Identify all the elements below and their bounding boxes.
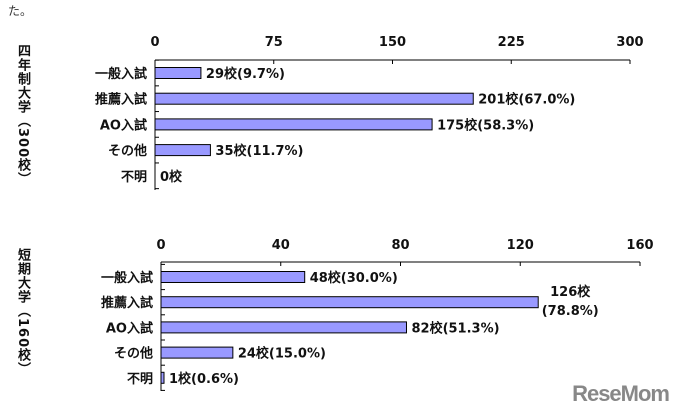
- category-label: AO入試: [106, 320, 153, 336]
- data-label: 201校(67.0%): [478, 92, 575, 108]
- data-label: 35校(11.7%): [215, 143, 303, 159]
- x-tick-label: 80: [391, 238, 409, 253]
- category-label: 推薦入試: [95, 92, 147, 108]
- bar: [154, 67, 202, 79]
- bar: [160, 321, 407, 334]
- category-label: 一般入試: [95, 66, 147, 82]
- x-tick-label: 40: [272, 238, 290, 253]
- bar: [154, 118, 433, 131]
- bar: [154, 92, 474, 105]
- x-tick-label: 120: [507, 238, 534, 253]
- bar: [154, 144, 211, 157]
- x-tick-label: 0: [156, 238, 165, 253]
- x-tick-label: 225: [498, 35, 525, 50]
- data-label: 175校(58.3%): [437, 117, 534, 133]
- category-label: 不明: [127, 372, 153, 387]
- data-label: 0校: [160, 169, 183, 185]
- category-label: その他: [108, 143, 147, 159]
- x-tick-label: 150: [379, 35, 406, 50]
- data-label: 48校(30.0%): [310, 270, 398, 286]
- data-label: 29校(9.7%): [206, 66, 285, 82]
- category-label: 不明: [121, 170, 147, 185]
- bar: [160, 296, 539, 309]
- x-tick-label: 300: [616, 35, 643, 50]
- bar: [160, 371, 165, 384]
- data-label: 82校(51.3%): [411, 320, 499, 336]
- category-label: 推薦入試: [101, 295, 153, 311]
- data-label: (78.8%): [542, 304, 599, 319]
- data-label: 126校: [550, 284, 591, 300]
- category-label: 一般入試: [101, 270, 153, 286]
- data-label: 24校(15.0%): [238, 346, 326, 362]
- bar: [160, 346, 234, 359]
- x-tick-label: 160: [626, 238, 653, 253]
- category-label: その他: [114, 346, 153, 362]
- x-tick-label: 0: [150, 35, 159, 50]
- category-label: AO入試: [100, 117, 147, 133]
- chart1-group-label: 四年制大学（300校）: [15, 44, 30, 187]
- x-tick-label: 75: [265, 35, 283, 50]
- bar: [160, 271, 306, 283]
- data-label: 1校(0.6%): [169, 371, 239, 387]
- intro-text: た。: [8, 4, 33, 18]
- resemom-logo: ReseMom: [572, 381, 670, 406]
- chart2-group-label: 短期大学（160校）: [15, 248, 30, 377]
